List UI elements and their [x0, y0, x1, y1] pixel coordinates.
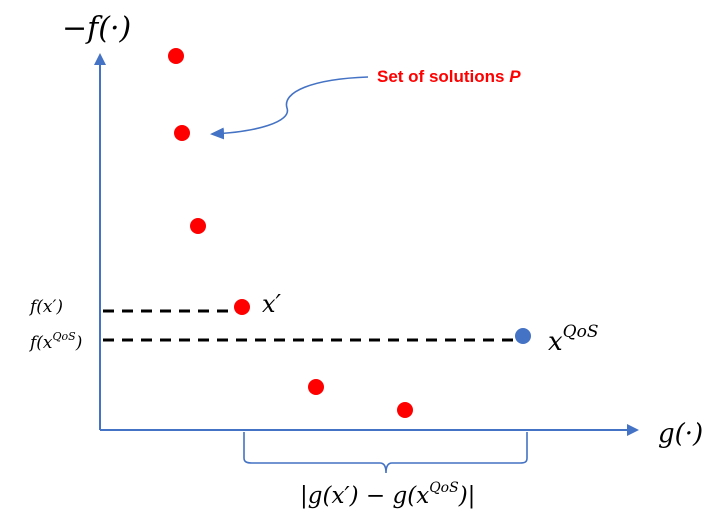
f-x-qos-label: f(xQoS): [28, 330, 82, 353]
x-prime-label: x′: [262, 290, 282, 318]
gap-label-sup: QoS: [429, 480, 459, 496]
x-qos-label-base: x: [548, 327, 563, 357]
solution-set-symbol: P: [509, 67, 521, 86]
f-x-qos-label-close: ): [75, 333, 83, 353]
solution-point: [190, 218, 206, 234]
f-x-qos-label-base: f(x: [28, 333, 53, 353]
gap-label-main: |g(x′) − g(x: [300, 483, 429, 509]
gap-label: |g(x′) − g(xQoS)|: [300, 480, 475, 509]
solution-set-label: Set of solutions P: [377, 67, 521, 86]
gap-label-end: )|: [458, 483, 476, 509]
solution-point: [168, 48, 184, 64]
qos-point: [515, 328, 531, 344]
solution-point: [174, 125, 190, 141]
solution-point-x-prime: [234, 299, 250, 315]
solution-point: [308, 379, 324, 395]
f-x-prime-label: f(x′): [28, 297, 63, 317]
solution-set-label-text: Set of solutions: [377, 67, 509, 86]
y-axis-label: −f(·): [62, 11, 131, 46]
gap-brace: [243, 432, 528, 474]
solution-point: [397, 402, 413, 418]
f-x-qos-label-sup: QoS: [53, 330, 77, 343]
x-qos-label-sup: QoS: [563, 322, 599, 342]
callout-arrow: [210, 76, 369, 140]
x-qos-label: xQoS: [548, 322, 599, 357]
x-axis-label: g(·): [658, 419, 703, 449]
